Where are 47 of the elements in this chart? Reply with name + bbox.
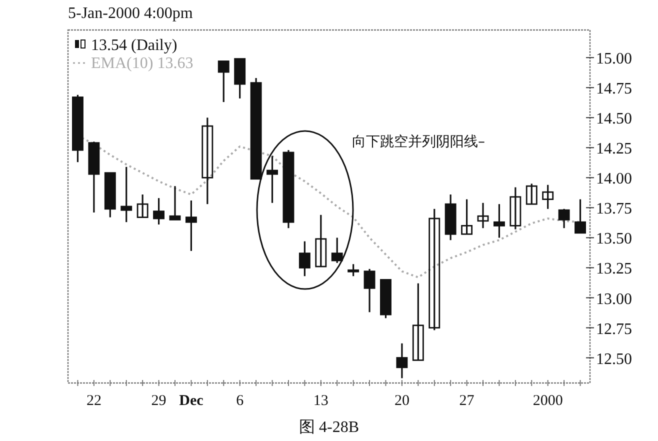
x-tick-label: 2000 (532, 393, 563, 409)
candlestick (153, 197, 165, 226)
x-tick-label: 6 (236, 393, 244, 409)
annotation: 向下跳空并列阴阳线– (352, 134, 485, 150)
x-tick-label: 13 (313, 393, 328, 409)
y-tick-label: 12.50 (596, 350, 632, 368)
legend-label: EMA(10) 13.63 (91, 55, 194, 72)
candlestick (558, 208, 570, 229)
candlestick (526, 182, 538, 205)
y-tick-label: 15.00 (596, 50, 632, 68)
y-tick-label: 14.50 (596, 110, 632, 128)
x-tick-label: 29 (151, 393, 166, 409)
x-tick-label: 22 (86, 393, 102, 409)
y-tick-label: 12.75 (596, 320, 632, 338)
candlestick (364, 268, 376, 313)
caption: 图 4-28B (299, 419, 359, 436)
candlestick (396, 342, 408, 379)
candlestick (298, 240, 310, 277)
legend-label: 13.54 (Daily) (91, 37, 178, 54)
y-tick-label: 13.75 (596, 200, 632, 218)
candlestick (428, 208, 440, 331)
candlestick (266, 155, 278, 204)
y-tick-label: 14.75 (596, 80, 632, 98)
x-tick-label: Dec (179, 393, 204, 409)
y-tick-label: 14.25 (596, 140, 632, 158)
y-tick-label: 13.25 (596, 260, 632, 278)
candlestick (510, 186, 522, 230)
y-tick-label: 13.00 (596, 290, 632, 308)
text: 5-Jan-2000 4:00pm (68, 5, 194, 22)
candlestick (136, 194, 148, 218)
candlestick (331, 236, 343, 264)
candlestick (169, 185, 181, 221)
candlestick (202, 116, 214, 205)
candlestick (477, 202, 489, 229)
candlestick (185, 200, 197, 252)
candlestick (461, 198, 473, 235)
candlestick (412, 282, 424, 361)
x-tick-label: 27 (459, 393, 475, 409)
candlestick (493, 203, 505, 239)
candlestick (542, 184, 554, 210)
candlestick (315, 214, 327, 268)
y-tick-label: 14.00 (596, 170, 632, 188)
candlestick (348, 263, 360, 277)
x-tick-label: 20 (394, 393, 410, 409)
candlestick (218, 60, 230, 103)
candlestick (120, 166, 132, 223)
y-tick-label: 13.50 (596, 230, 632, 248)
